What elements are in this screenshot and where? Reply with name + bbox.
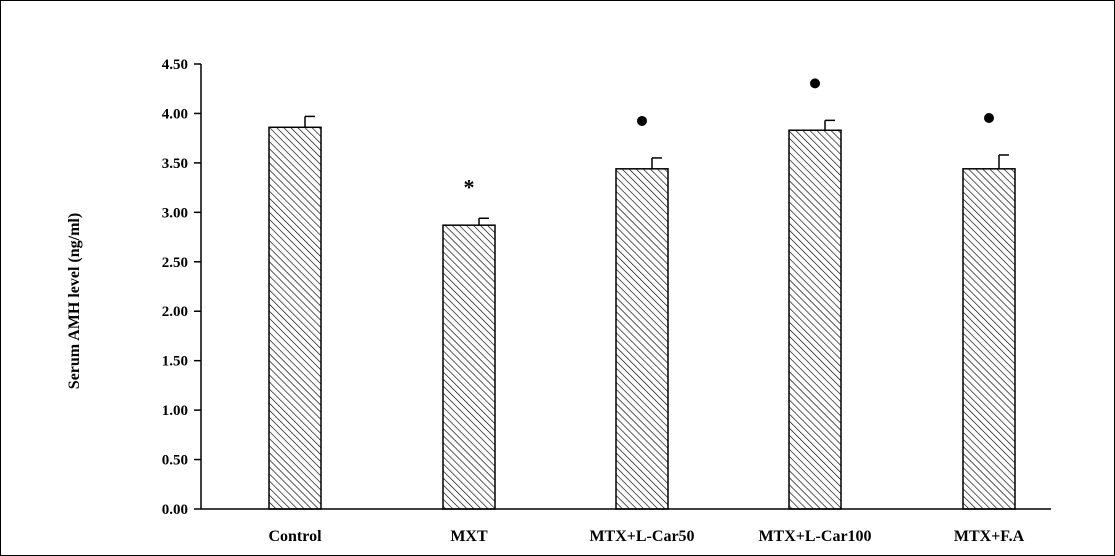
- x-category-label: MTX+L-Car100: [758, 528, 871, 545]
- x-category-label: MTX+F.A: [954, 528, 1025, 545]
- y-tick-label: 4.50: [162, 57, 188, 73]
- y-tick-label: 3.00: [162, 205, 188, 221]
- significance-dot: [810, 78, 820, 89]
- y-axis-title: Serum AMH level (ng/ml): [66, 213, 83, 389]
- y-tick-label: 1.00: [162, 403, 188, 419]
- bars: [268, 126, 1016, 510]
- bar: [788, 129, 842, 510]
- significance-asterisk: *: [464, 174, 475, 199]
- significance-markers: *: [464, 78, 994, 199]
- x-category-label: Control: [268, 528, 322, 545]
- y-tick-label: 0.00: [162, 502, 188, 518]
- error-bars: [304, 115, 1009, 226]
- significance-dot: [984, 112, 994, 123]
- y-axis-ticks: 0.00 0.50 1.00 1.50 2.00 2.50 3.00 3.50 4.00 4.50: [162, 57, 201, 518]
- bar: [615, 168, 669, 510]
- x-axis-labels: Control MXT MTX+L-Car50 MTX+L-Car100 MTX+F.A: [268, 528, 1024, 545]
- y-tick-label: 2.50: [162, 255, 188, 271]
- y-tick-label: 0.50: [162, 453, 188, 469]
- y-tick-label: 2.00: [162, 304, 188, 320]
- y-tick-label: 4.00: [162, 106, 188, 122]
- x-category-label: MXT: [450, 528, 488, 545]
- bar: [442, 224, 496, 510]
- x-category-label: MTX+L-Car50: [589, 528, 694, 545]
- bar: [268, 126, 322, 510]
- y-tick-label: 1.50: [162, 354, 188, 370]
- y-tick-label: 3.50: [162, 156, 188, 172]
- bar: [962, 168, 1016, 510]
- significance-dot: [637, 115, 647, 126]
